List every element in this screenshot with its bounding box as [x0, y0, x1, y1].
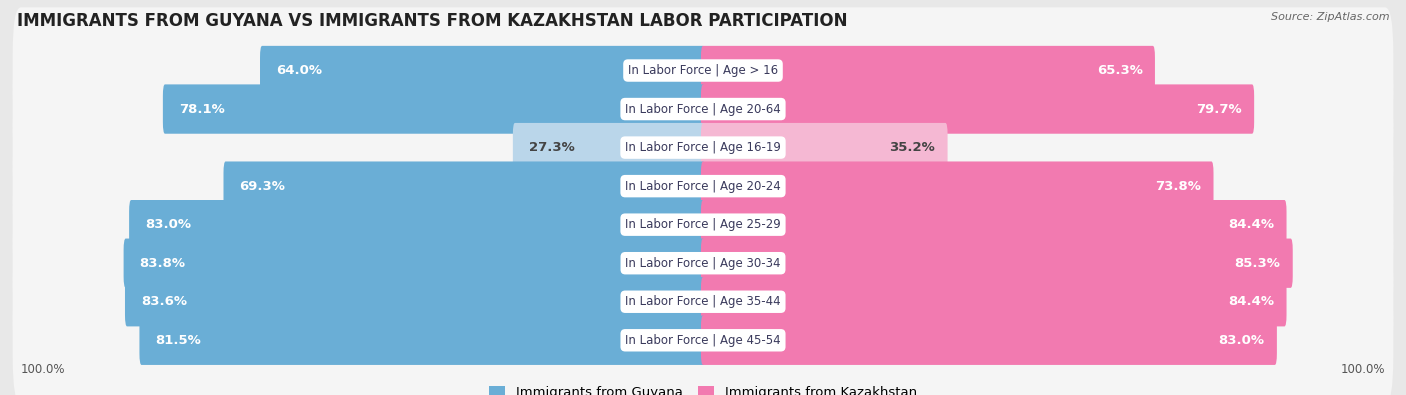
- Text: In Labor Force | Age 20-24: In Labor Force | Age 20-24: [626, 180, 780, 193]
- Text: 100.0%: 100.0%: [21, 363, 66, 376]
- Text: In Labor Force | Age 16-19: In Labor Force | Age 16-19: [626, 141, 780, 154]
- Legend: Immigrants from Guyana, Immigrants from Kazakhstan: Immigrants from Guyana, Immigrants from …: [484, 381, 922, 395]
- FancyBboxPatch shape: [139, 316, 704, 365]
- Text: In Labor Force | Age 45-54: In Labor Force | Age 45-54: [626, 334, 780, 347]
- Text: 83.0%: 83.0%: [145, 218, 191, 231]
- Text: 78.1%: 78.1%: [179, 103, 225, 116]
- Text: In Labor Force | Age 20-64: In Labor Force | Age 20-64: [626, 103, 780, 116]
- Text: 73.8%: 73.8%: [1156, 180, 1201, 193]
- FancyBboxPatch shape: [13, 162, 1393, 288]
- Text: 27.3%: 27.3%: [529, 141, 575, 154]
- FancyBboxPatch shape: [13, 123, 1393, 249]
- Text: 83.0%: 83.0%: [1219, 334, 1264, 347]
- FancyBboxPatch shape: [260, 46, 704, 95]
- FancyBboxPatch shape: [513, 123, 704, 172]
- Text: 100.0%: 100.0%: [1340, 363, 1385, 376]
- FancyBboxPatch shape: [13, 85, 1393, 211]
- FancyBboxPatch shape: [124, 239, 704, 288]
- FancyBboxPatch shape: [702, 46, 1154, 95]
- FancyBboxPatch shape: [163, 85, 704, 134]
- Text: In Labor Force | Age 25-29: In Labor Force | Age 25-29: [626, 218, 780, 231]
- Text: 35.2%: 35.2%: [890, 141, 935, 154]
- FancyBboxPatch shape: [702, 85, 1254, 134]
- Text: In Labor Force | Age 30-34: In Labor Force | Age 30-34: [626, 257, 780, 270]
- Text: 65.3%: 65.3%: [1097, 64, 1143, 77]
- FancyBboxPatch shape: [224, 162, 704, 211]
- FancyBboxPatch shape: [702, 162, 1213, 211]
- FancyBboxPatch shape: [13, 277, 1393, 395]
- Text: 83.6%: 83.6%: [141, 295, 187, 308]
- FancyBboxPatch shape: [13, 8, 1393, 134]
- Text: 85.3%: 85.3%: [1234, 257, 1281, 270]
- Text: 83.8%: 83.8%: [139, 257, 186, 270]
- FancyBboxPatch shape: [702, 277, 1286, 326]
- FancyBboxPatch shape: [13, 239, 1393, 365]
- FancyBboxPatch shape: [125, 277, 704, 326]
- FancyBboxPatch shape: [13, 200, 1393, 326]
- FancyBboxPatch shape: [129, 200, 704, 249]
- Text: 79.7%: 79.7%: [1197, 103, 1241, 116]
- FancyBboxPatch shape: [702, 239, 1292, 288]
- Text: 64.0%: 64.0%: [276, 64, 322, 77]
- Text: In Labor Force | Age > 16: In Labor Force | Age > 16: [628, 64, 778, 77]
- FancyBboxPatch shape: [702, 316, 1277, 365]
- FancyBboxPatch shape: [702, 123, 948, 172]
- Text: In Labor Force | Age 35-44: In Labor Force | Age 35-44: [626, 295, 780, 308]
- Text: 84.4%: 84.4%: [1227, 218, 1274, 231]
- Text: 69.3%: 69.3%: [239, 180, 285, 193]
- Text: IMMIGRANTS FROM GUYANA VS IMMIGRANTS FROM KAZAKHSTAN LABOR PARTICIPATION: IMMIGRANTS FROM GUYANA VS IMMIGRANTS FRO…: [17, 12, 848, 30]
- FancyBboxPatch shape: [702, 200, 1286, 249]
- Text: 81.5%: 81.5%: [155, 334, 201, 347]
- Text: 84.4%: 84.4%: [1227, 295, 1274, 308]
- Text: Source: ZipAtlas.com: Source: ZipAtlas.com: [1271, 12, 1389, 22]
- FancyBboxPatch shape: [13, 46, 1393, 172]
